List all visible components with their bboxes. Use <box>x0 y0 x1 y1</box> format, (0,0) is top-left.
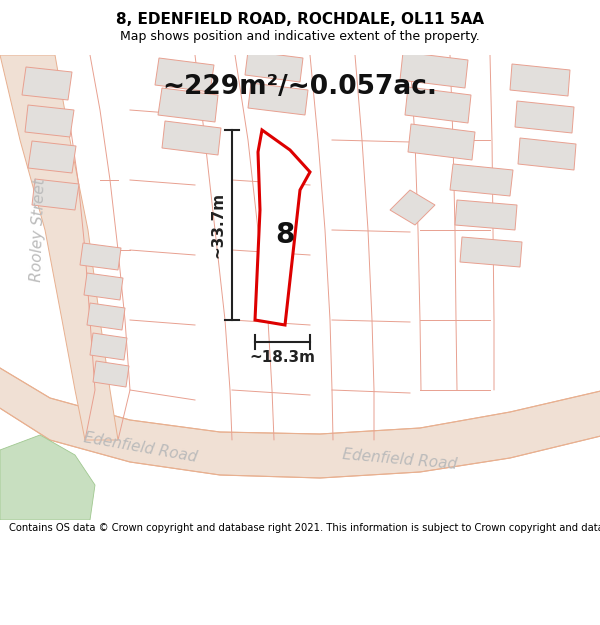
Polygon shape <box>248 83 308 115</box>
Polygon shape <box>405 87 471 123</box>
Text: Edenfield Road: Edenfield Road <box>82 431 198 466</box>
Text: Map shows position and indicative extent of the property.: Map shows position and indicative extent… <box>120 30 480 43</box>
Text: Rooley Street: Rooley Street <box>29 178 47 282</box>
Polygon shape <box>460 237 522 267</box>
Polygon shape <box>84 273 123 300</box>
Polygon shape <box>390 190 435 225</box>
Polygon shape <box>25 105 74 137</box>
Polygon shape <box>90 333 127 360</box>
Polygon shape <box>158 88 218 122</box>
Text: Edenfield Road: Edenfield Road <box>342 448 458 472</box>
Polygon shape <box>400 52 468 88</box>
Polygon shape <box>510 64 570 96</box>
Polygon shape <box>450 164 513 196</box>
Text: ~229m²/~0.057ac.: ~229m²/~0.057ac. <box>163 74 437 100</box>
Polygon shape <box>32 179 79 210</box>
Polygon shape <box>0 55 118 440</box>
Polygon shape <box>22 67 72 100</box>
Text: Contains OS data © Crown copyright and database right 2021. This information is : Contains OS data © Crown copyright and d… <box>9 523 600 533</box>
Polygon shape <box>80 243 121 270</box>
Text: ~33.7m: ~33.7m <box>211 192 226 258</box>
Polygon shape <box>245 51 303 82</box>
Polygon shape <box>87 303 125 330</box>
Polygon shape <box>518 138 576 170</box>
Text: 8: 8 <box>275 221 295 249</box>
Text: ~18.3m: ~18.3m <box>250 351 316 366</box>
Text: 8, EDENFIELD ROAD, ROCHDALE, OL11 5AA: 8, EDENFIELD ROAD, ROCHDALE, OL11 5AA <box>116 12 484 27</box>
Polygon shape <box>0 435 95 520</box>
Polygon shape <box>0 365 600 478</box>
Polygon shape <box>162 121 221 155</box>
Polygon shape <box>255 130 310 325</box>
Polygon shape <box>28 141 76 173</box>
Polygon shape <box>408 124 475 160</box>
Polygon shape <box>455 200 517 230</box>
Polygon shape <box>155 58 214 92</box>
Polygon shape <box>515 101 574 133</box>
Polygon shape <box>93 361 129 387</box>
